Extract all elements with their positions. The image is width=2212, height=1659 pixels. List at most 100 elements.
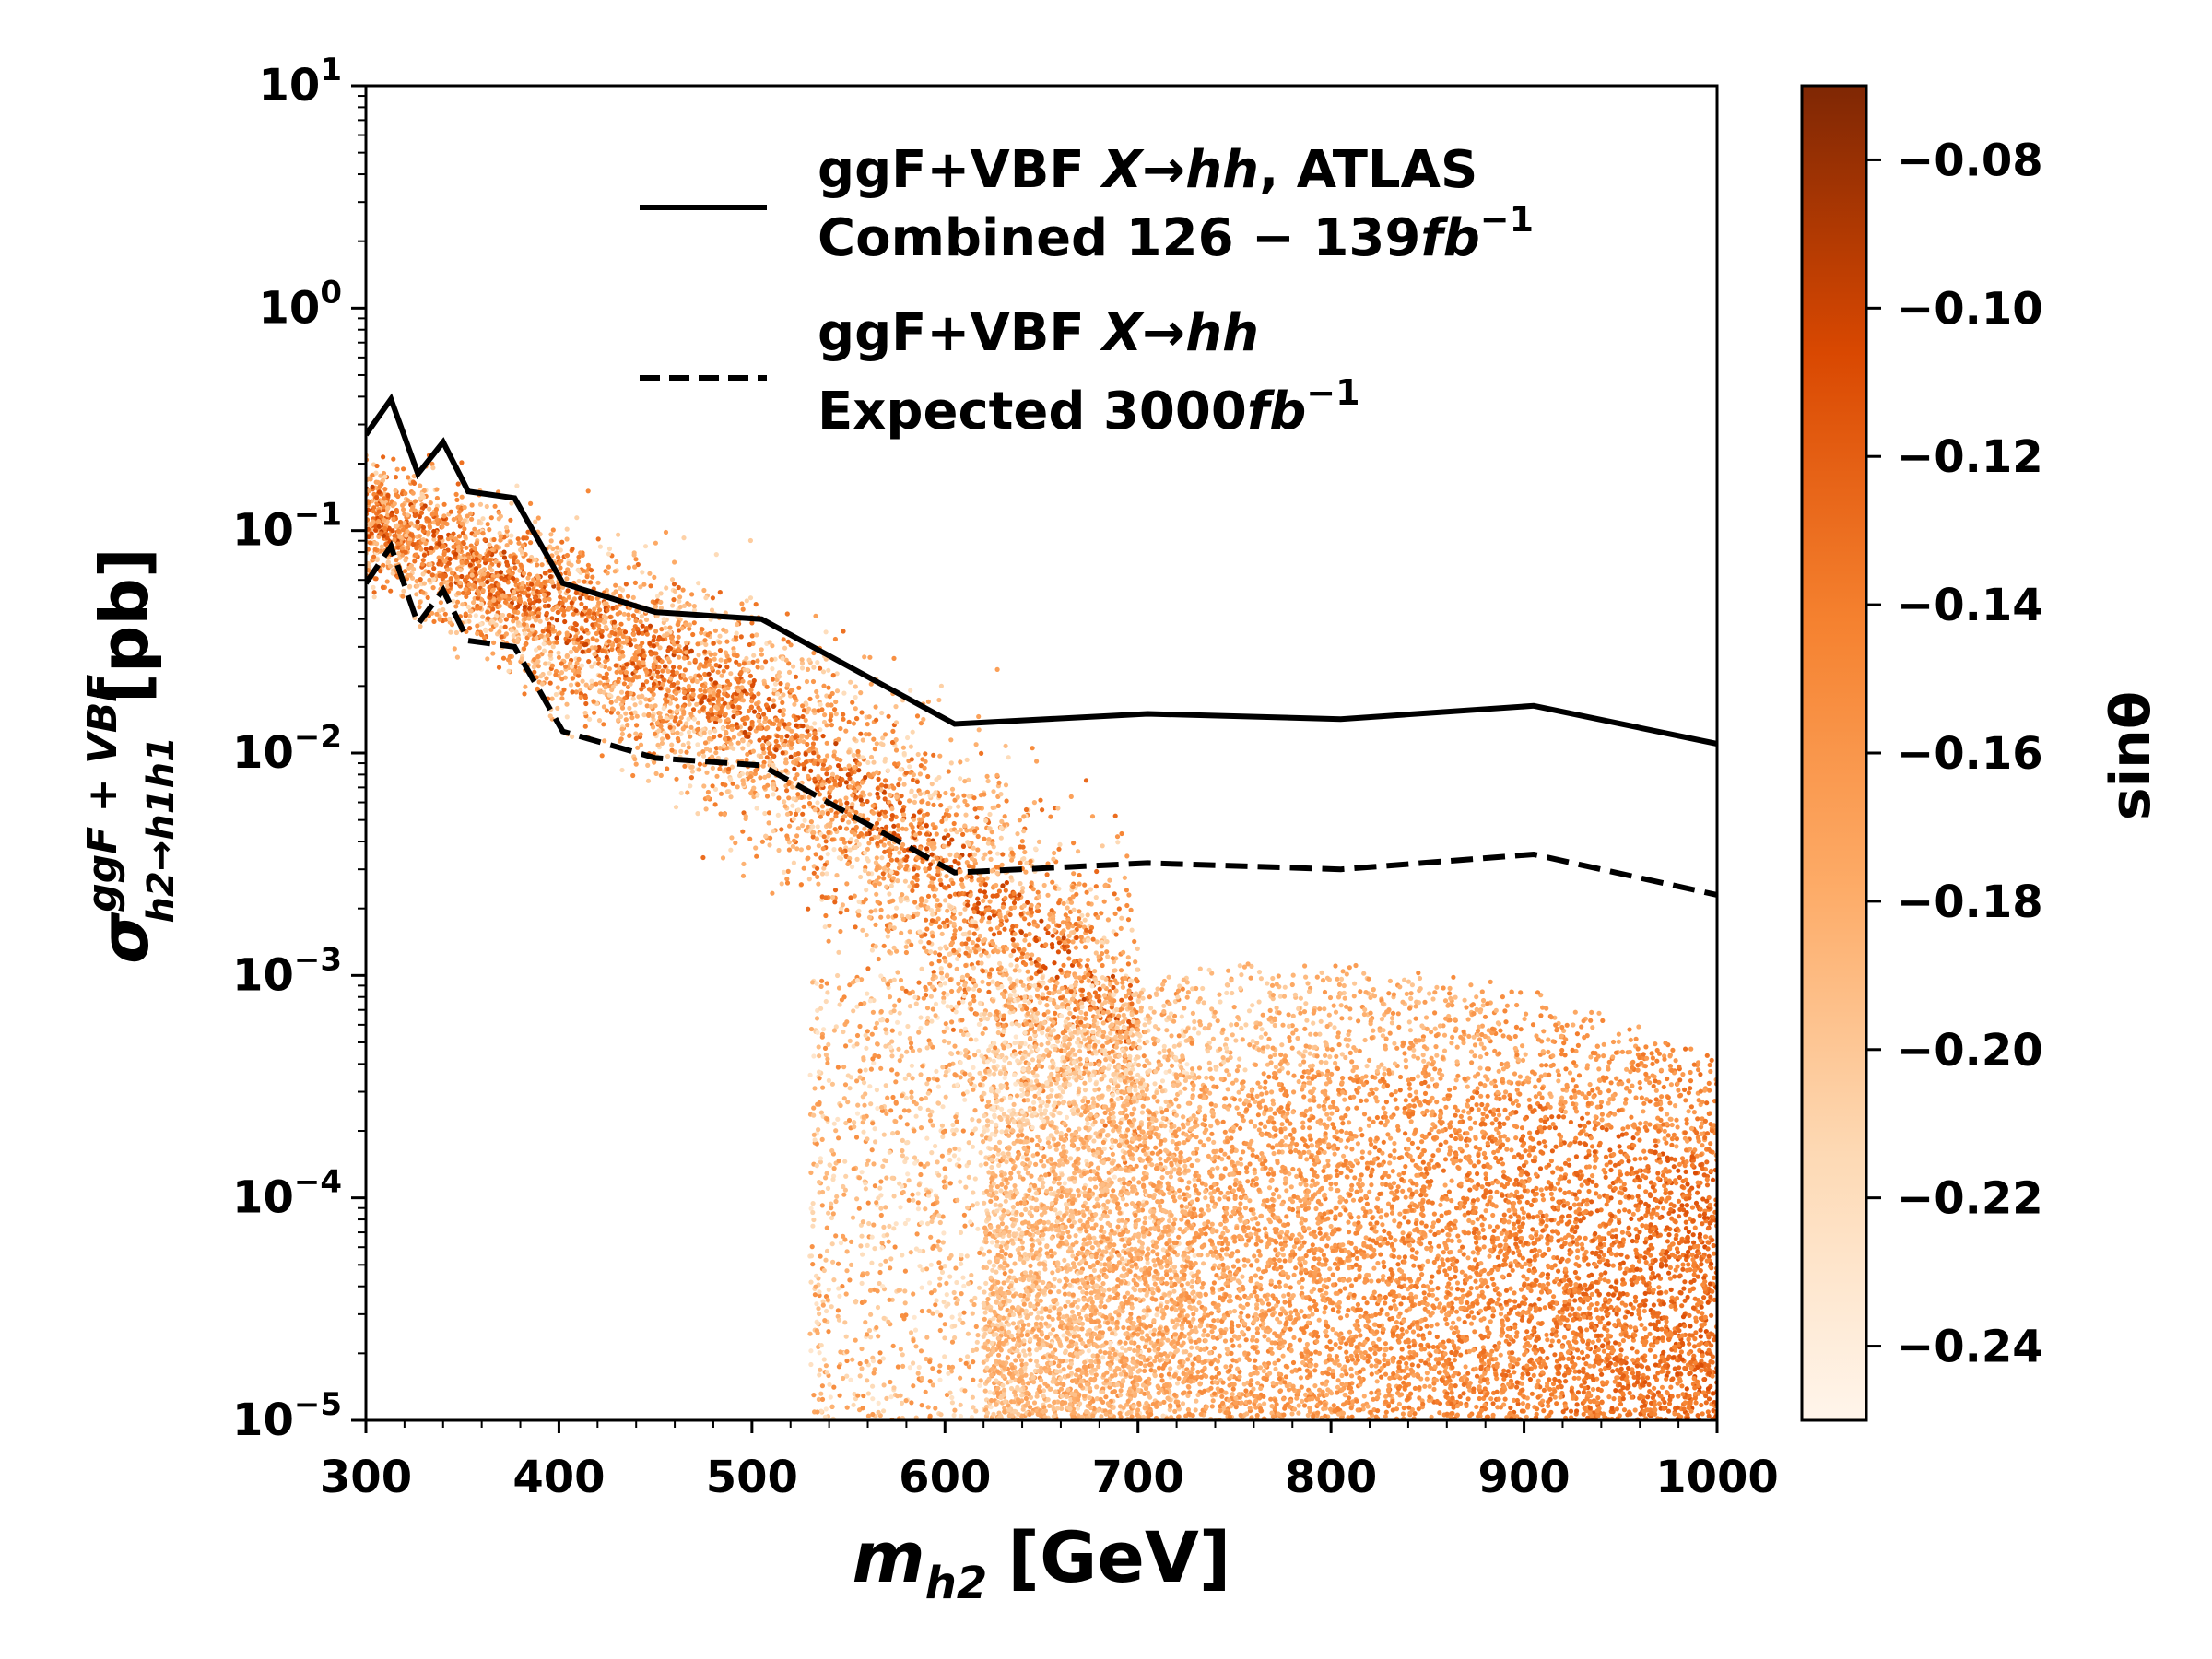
scatter-point (899, 930, 904, 936)
scatter-point (570, 676, 575, 681)
scatter-point (1104, 949, 1110, 955)
scatter-point (964, 803, 970, 808)
scatter-point (1017, 968, 1022, 973)
scatter-point (599, 629, 605, 634)
scatter-point (924, 831, 930, 837)
scatter-point (573, 590, 579, 596)
scatter-point (1099, 911, 1104, 916)
scatter-point (945, 917, 950, 924)
scatter-point (428, 500, 433, 506)
scatter-point (604, 601, 609, 606)
scatter-point (575, 559, 582, 565)
scatter-point (1079, 987, 1086, 993)
scatter-point (1100, 951, 1105, 957)
scatter-point (583, 700, 589, 707)
scatter-point (673, 697, 679, 702)
scatter-point (589, 664, 594, 669)
scatter-point (837, 798, 843, 804)
scatter-point (594, 638, 600, 643)
scatter-point (1105, 917, 1111, 923)
scatter-point (911, 777, 916, 782)
scatter-point (916, 980, 922, 985)
scatter-point (819, 871, 826, 877)
scatter-point (1065, 1006, 1071, 1011)
scatter-point (763, 702, 770, 708)
scatter-point (955, 956, 960, 961)
scatter-point (825, 766, 830, 771)
scatter-point (1036, 908, 1041, 914)
scatter-point (623, 711, 629, 716)
scatter-point (583, 682, 589, 688)
scatter-point (722, 812, 727, 818)
scatter-point (707, 735, 712, 742)
scatter-point (729, 726, 735, 733)
scatter-point (1077, 916, 1082, 922)
scatter-point (1071, 841, 1077, 846)
scatter-point (975, 896, 981, 901)
scatter-point (492, 503, 498, 509)
scatter-point (1084, 927, 1089, 933)
scatter-point (412, 559, 418, 564)
scatter-point (883, 783, 888, 789)
scatter-point (1093, 895, 1099, 900)
scatter-point (784, 788, 790, 794)
scatter-point (705, 794, 711, 801)
scatter-point (878, 839, 884, 844)
scatter-point (836, 985, 842, 991)
scatter-point (680, 587, 686, 593)
scatter-point (782, 799, 787, 805)
scatter-point (695, 720, 701, 725)
scatter-point (638, 742, 644, 747)
scatter-point (624, 662, 629, 667)
scatter-point (535, 653, 541, 660)
scatter-point (465, 604, 471, 610)
scatter-point (1096, 994, 1101, 999)
scatter-point (791, 796, 796, 802)
scatter-point (715, 669, 721, 675)
scatter-point (976, 727, 982, 733)
scatter-point (1018, 979, 1024, 984)
scatter-point (1017, 892, 1022, 898)
scatter-point (558, 565, 563, 571)
scatter-point (1056, 846, 1062, 852)
scatter-point (844, 907, 850, 913)
scatter-point (864, 888, 869, 893)
scatter-point (966, 794, 971, 799)
scatter-points (366, 453, 1717, 1420)
scatter-point (1017, 818, 1022, 823)
scatter-point (557, 630, 562, 636)
scatter-point (821, 719, 828, 725)
scatter-point (1112, 891, 1117, 897)
scatter-point (631, 552, 637, 558)
scatter-point (554, 635, 559, 641)
scatter-point (669, 742, 675, 747)
scatter-point (984, 876, 990, 881)
scatter-point (455, 545, 461, 550)
scatter-point (474, 557, 479, 562)
scatter-point (638, 700, 643, 706)
scatter-point (989, 868, 994, 874)
scatter-point (1053, 1010, 1058, 1016)
scatter-point (784, 811, 791, 817)
scatter-point (633, 761, 639, 767)
scatter-point (468, 511, 474, 516)
scatter-point (929, 879, 935, 886)
scatter-point (508, 517, 513, 523)
scatter-point (1060, 1100, 1065, 1106)
scatter-point (771, 786, 777, 792)
scatter-point (646, 712, 652, 719)
scatter-point (418, 547, 424, 552)
scatter-point (404, 524, 409, 530)
scatter-point (1003, 888, 1008, 893)
scatter-point (394, 509, 400, 515)
scatter-point (721, 668, 726, 674)
scatter-point (937, 877, 943, 883)
scatter-point (618, 689, 625, 695)
scatter-point (859, 710, 865, 715)
scatter-point (814, 735, 819, 741)
scatter-point (756, 718, 762, 724)
scatter-point (880, 871, 886, 877)
scatter-point (453, 491, 459, 498)
scatter-point (504, 562, 511, 568)
scatter-point (867, 654, 873, 660)
